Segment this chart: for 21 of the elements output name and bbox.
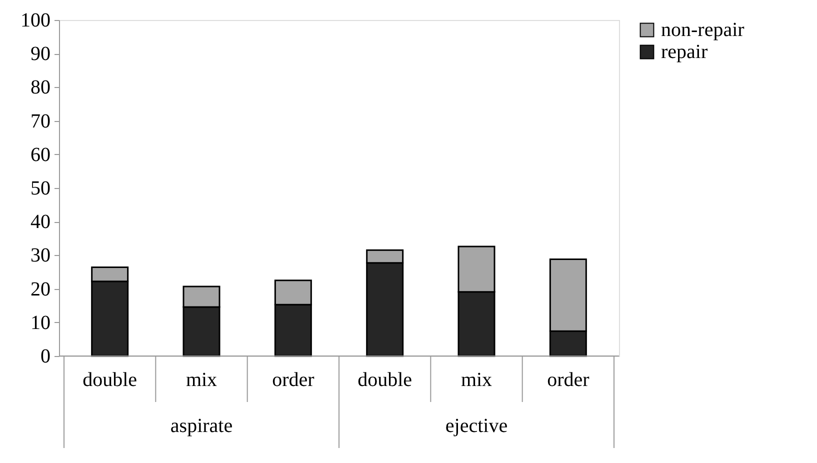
y-tick-label: 90 xyxy=(30,43,50,66)
y-tick-label: 70 xyxy=(30,110,50,132)
text: aspirate xyxy=(170,415,233,437)
x-tick-label: mix xyxy=(460,369,492,391)
y-tick-label: 0 xyxy=(40,346,50,368)
y-tick-label: 40 xyxy=(30,211,50,234)
y-tick-label: 60 xyxy=(30,144,50,166)
y-tick-label: 30 xyxy=(30,244,50,267)
y-tick-label: 50 xyxy=(30,178,50,200)
y-tick-label: 80 xyxy=(30,76,50,99)
x-tick-label: order xyxy=(547,369,590,391)
x-tick-label: order xyxy=(272,369,315,391)
y-tick-label: 20 xyxy=(30,278,50,300)
x-tick-label: mix xyxy=(186,369,218,391)
y-tick-label: 100 xyxy=(20,10,50,32)
x-tick-label: double xyxy=(358,369,412,391)
legend-label: non-repair xyxy=(661,19,745,41)
text: ejective xyxy=(445,415,508,437)
x-tick-label: double xyxy=(82,369,138,391)
legend-label: repair xyxy=(661,41,708,63)
y-tick-label: 10 xyxy=(30,312,50,334)
